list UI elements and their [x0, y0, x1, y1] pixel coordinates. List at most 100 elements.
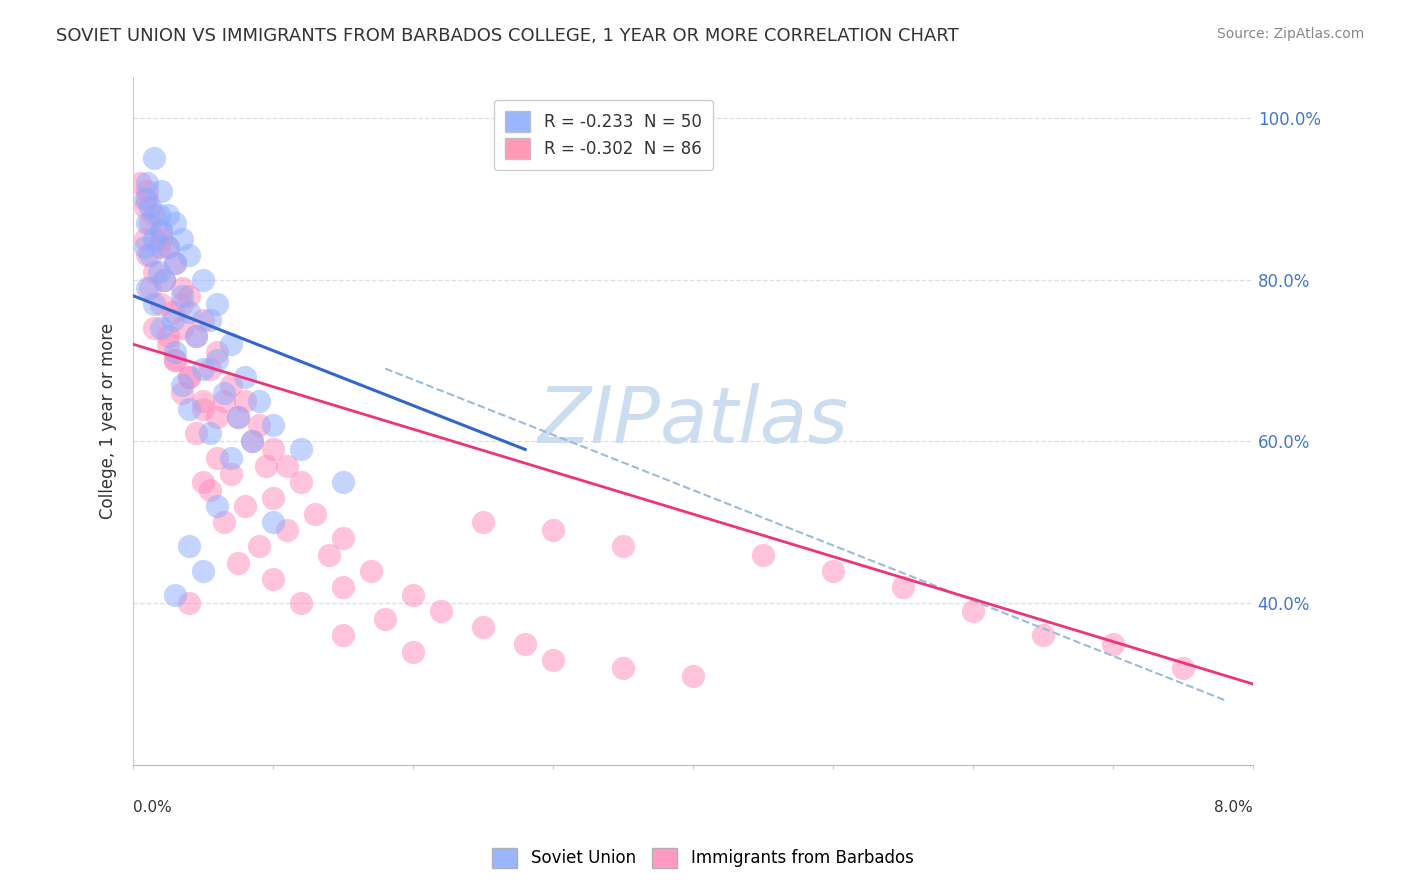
Point: [179, 248, 201, 262]
Point: [200, 426, 222, 441]
Point: [150, 224, 173, 238]
Point: [165, 353, 187, 368]
Point: [186, 329, 208, 343]
Point: [962, 604, 984, 618]
Point: [179, 369, 201, 384]
Point: [207, 410, 229, 425]
Point: [262, 418, 284, 433]
Point: [150, 321, 173, 335]
Point: [262, 442, 284, 457]
Point: [148, 240, 170, 254]
Point: [150, 184, 173, 198]
Point: [821, 564, 844, 578]
Point: [262, 491, 284, 505]
Point: [134, 192, 156, 206]
Point: [193, 361, 215, 376]
Point: [157, 240, 180, 254]
Point: [402, 588, 425, 602]
Point: [402, 645, 425, 659]
Point: [193, 393, 215, 408]
Point: [221, 467, 243, 481]
Point: [318, 548, 340, 562]
Point: [172, 385, 194, 400]
Point: [214, 393, 236, 408]
Point: [179, 369, 201, 384]
Point: [179, 540, 201, 554]
Point: [332, 628, 354, 642]
Point: [134, 200, 156, 214]
Point: [139, 248, 162, 262]
Point: [136, 176, 159, 190]
Point: [179, 596, 201, 610]
Point: [129, 176, 152, 190]
Point: [472, 620, 495, 634]
Point: [612, 540, 634, 554]
Point: [136, 248, 159, 262]
Point: [165, 345, 187, 359]
Point: [179, 289, 201, 303]
Point: [214, 385, 236, 400]
Point: [290, 442, 312, 457]
Point: [200, 313, 222, 327]
Point: [193, 475, 215, 489]
Text: 0.0%: 0.0%: [134, 799, 172, 814]
Point: [134, 240, 156, 254]
Point: [150, 297, 173, 311]
Legend: Soviet Union, Immigrants from Barbados: Soviet Union, Immigrants from Barbados: [485, 841, 921, 875]
Point: [139, 216, 162, 230]
Point: [891, 580, 914, 594]
Point: [226, 556, 249, 570]
Point: [1032, 628, 1054, 642]
Point: [207, 353, 229, 368]
Point: [186, 426, 208, 441]
Point: [332, 580, 354, 594]
Point: [193, 272, 215, 286]
Point: [157, 337, 180, 351]
Point: [136, 192, 159, 206]
Point: [136, 184, 159, 198]
Point: [157, 208, 180, 222]
Text: Source: ZipAtlas.com: Source: ZipAtlas.com: [1216, 27, 1364, 41]
Point: [290, 596, 312, 610]
Point: [179, 305, 201, 319]
Point: [172, 289, 194, 303]
Point: [207, 297, 229, 311]
Point: [157, 329, 180, 343]
Text: SOVIET UNION VS IMMIGRANTS FROM BARBADOS COLLEGE, 1 YEAR OR MORE CORRELATION CHA: SOVIET UNION VS IMMIGRANTS FROM BARBADOS…: [56, 27, 959, 45]
Point: [207, 345, 229, 359]
Point: [186, 329, 208, 343]
Point: [193, 564, 215, 578]
Point: [240, 434, 263, 449]
Point: [233, 393, 256, 408]
Point: [157, 240, 180, 254]
Point: [332, 532, 354, 546]
Point: [172, 321, 194, 335]
Point: [139, 200, 162, 214]
Point: [1102, 636, 1125, 650]
Point: [221, 337, 243, 351]
Point: [233, 499, 256, 513]
Point: [515, 636, 537, 650]
Point: [143, 232, 166, 246]
Point: [150, 224, 173, 238]
Point: [143, 264, 166, 278]
Point: [752, 548, 775, 562]
Point: [247, 540, 270, 554]
Point: [150, 232, 173, 246]
Point: [612, 661, 634, 675]
Point: [172, 281, 194, 295]
Point: [193, 313, 215, 327]
Y-axis label: College, 1 year or more: College, 1 year or more: [100, 323, 117, 519]
Legend: R = -0.233  N = 50, R = -0.302  N = 86: R = -0.233 N = 50, R = -0.302 N = 86: [494, 100, 713, 170]
Point: [221, 450, 243, 465]
Point: [165, 216, 187, 230]
Point: [262, 515, 284, 529]
Point: [332, 475, 354, 489]
Point: [254, 458, 277, 473]
Point: [193, 402, 215, 417]
Point: [165, 353, 187, 368]
Point: [541, 524, 564, 538]
Point: [139, 281, 162, 295]
Point: [153, 272, 176, 286]
Point: [207, 450, 229, 465]
